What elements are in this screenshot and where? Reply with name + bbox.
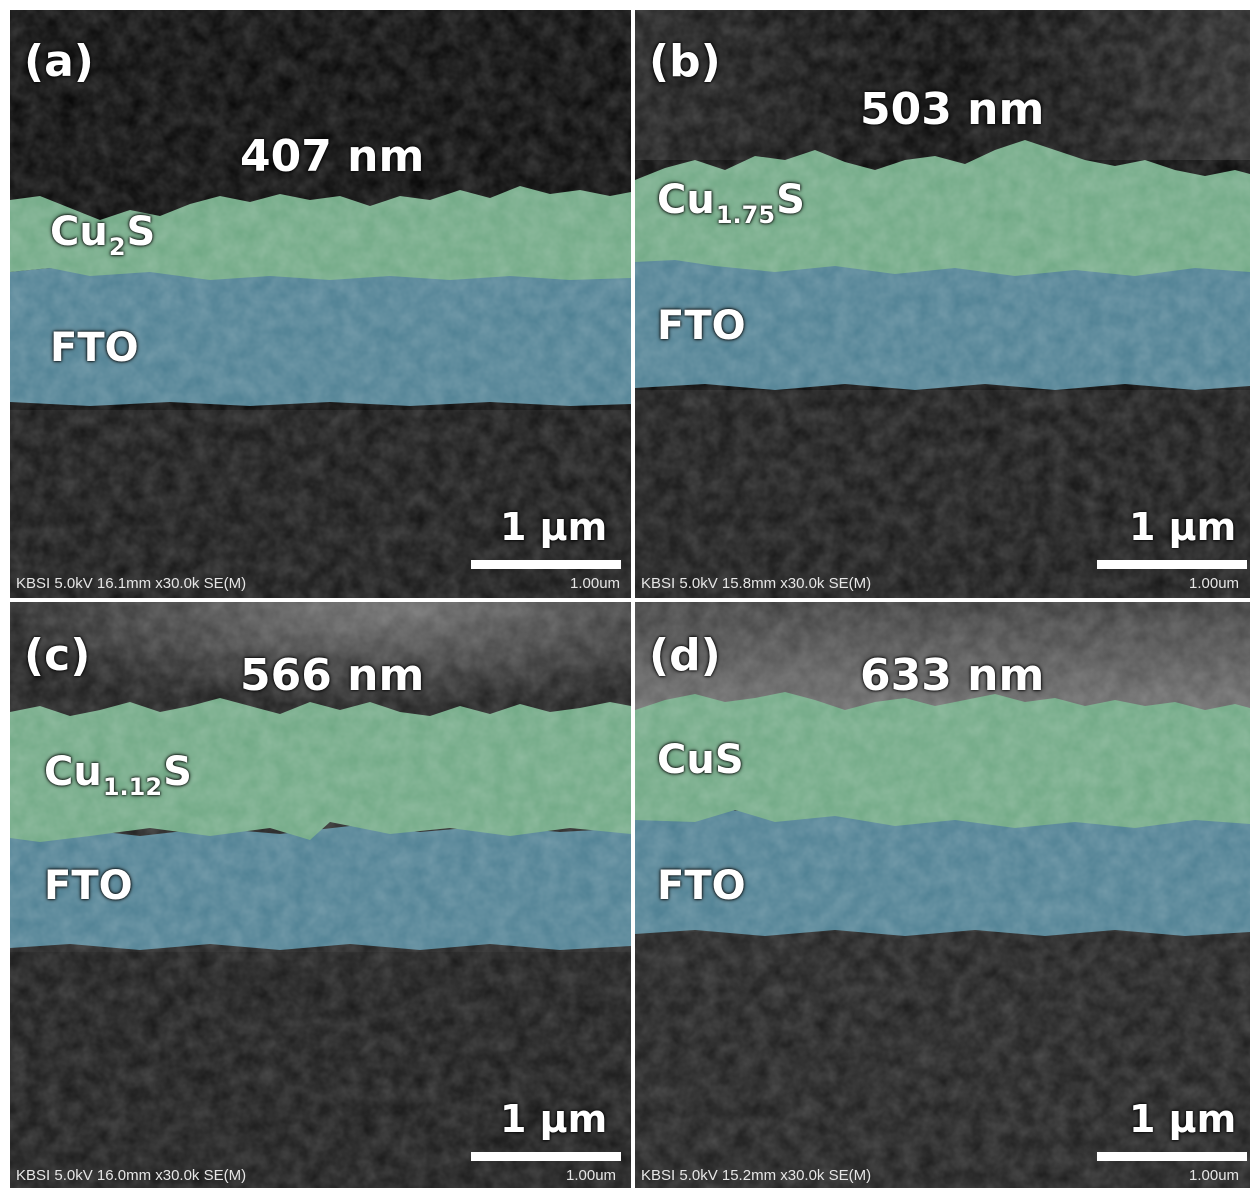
meta-right: 1.00um [566, 1167, 617, 1184]
thickness-label: 566 nm [240, 650, 425, 701]
material-base: CuS [657, 737, 744, 783]
material-label: CuS [657, 740, 746, 780]
scale-label: 1 µm [500, 1097, 608, 1141]
scale-label: 1 µm [1129, 505, 1237, 549]
meta-right: 1.00um [1189, 575, 1240, 592]
meta-left: KBSI 5.0kV 15.2mm x30.0k SE(M) [641, 1167, 872, 1184]
panel-a: (a) 407 nm Cu2S FTO 1 µm KBSI 5.0kV 16.1… [10, 10, 631, 598]
material-label: Cu1.12S [44, 749, 192, 799]
scale-bar [1097, 1152, 1247, 1161]
material-tail: S [126, 209, 156, 255]
sem-image-a [10, 10, 631, 598]
meta-left: KBSI 5.0kV 16.1mm x30.0k SE(M) [16, 575, 247, 592]
substrate-label: FTO [50, 325, 139, 371]
thickness-label: 633 nm [860, 650, 1045, 701]
panel-c: (c) 566 nm Cu1.12S FTO 1 µm KBSI 5.0kV 1… [10, 602, 631, 1188]
substrate-label: FTO [44, 863, 133, 909]
scale-bar [1097, 560, 1247, 569]
meta-left: KBSI 5.0kV 16.0mm x30.0k SE(M) [16, 1167, 247, 1184]
material-label: Cu2S [50, 209, 156, 259]
panel-letter: (a) [24, 36, 94, 87]
panel-letter: (c) [24, 630, 91, 681]
scale-bar [471, 1152, 621, 1161]
sem-image-d [635, 602, 1250, 1188]
scale-label: 1 µm [1129, 1097, 1237, 1141]
meta-right: 1.00um [570, 575, 621, 592]
sem-image-c [10, 602, 631, 1188]
meta-left: KBSI 5.0kV 15.8mm x30.0k SE(M) [641, 575, 872, 592]
panel-letter: (d) [649, 630, 721, 681]
material-base: Cu [44, 749, 102, 795]
material-subscript: 1.12 [102, 773, 163, 801]
material-subscript: 1.75 [715, 201, 776, 229]
panel-d: (d) 633 nm CuS FTO 1 µm KBSI 5.0kV 15.2m… [635, 602, 1250, 1188]
substrate-label: FTO [657, 863, 746, 909]
thickness-label: 503 nm [860, 84, 1045, 135]
material-base: Cu [657, 177, 715, 223]
thickness-label: 407 nm [240, 131, 425, 182]
material-subscript: 2 [108, 233, 126, 261]
material-tail: S [163, 749, 192, 795]
material-label: Cu1.75S [657, 177, 805, 227]
substrate-label: FTO [657, 303, 746, 349]
scale-bar [471, 560, 621, 569]
sem-image-b [635, 10, 1250, 598]
meta-right: 1.00um [1189, 1167, 1240, 1184]
panel-b: (b) 503 nm Cu1.75S FTO 1 µm KBSI 5.0kV 1… [635, 10, 1250, 598]
scale-label: 1 µm [500, 505, 608, 549]
material-base: Cu [50, 209, 108, 255]
material-tail: S [776, 177, 805, 223]
panel-letter: (b) [649, 36, 721, 87]
